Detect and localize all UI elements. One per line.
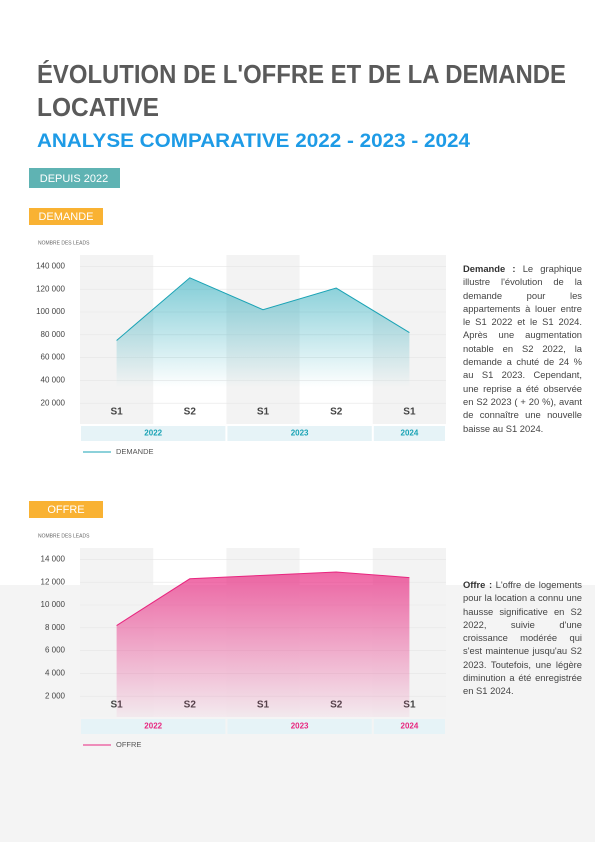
area-fill <box>116 571 410 717</box>
y-tick-label: 14 000 <box>41 555 66 564</box>
year-band <box>81 719 226 734</box>
series-line <box>116 277 410 341</box>
description-text: L'offre de logements pour la location a … <box>463 579 582 697</box>
description-text: Le graphique illustre l'évolution de la … <box>463 263 582 434</box>
y-tick-label: 140 000 <box>36 262 65 271</box>
description: Demande : Le graphique illustre l'évolut… <box>463 262 582 435</box>
area-fill <box>116 277 410 424</box>
section-badge-bg <box>29 501 103 518</box>
section-badge: DEMANDE <box>38 211 93 223</box>
y-tick-label: 40 000 <box>41 376 66 385</box>
legend-label: DEMANDE <box>116 447 154 456</box>
description-lead: Offre : <box>463 579 493 590</box>
year-label: 2024 <box>401 429 419 438</box>
year-label: 2024 <box>401 722 419 731</box>
year-label: 2022 <box>144 429 162 438</box>
title-line: ÉVOLUTION DE L'OFFRE ET DE LA DEMANDE <box>37 59 566 89</box>
year-band <box>227 426 372 441</box>
year-label: 2022 <box>144 722 162 731</box>
description-lead: Demande : <box>463 263 516 274</box>
year-label: 2023 <box>291 429 309 438</box>
y-axis-label: NOMBRE DES LEADS <box>38 533 90 539</box>
year-band <box>81 426 226 441</box>
y-tick-label: 100 000 <box>36 307 65 316</box>
y-tick-label: 6 000 <box>45 646 66 655</box>
subtitle: ANALYSE COMPARATIVE 2022 - 2023 - 2024 <box>37 131 470 152</box>
y-tick-label: 10 000 <box>41 600 66 609</box>
y-tick-label: 60 000 <box>41 353 66 362</box>
series-line <box>116 571 410 626</box>
y-tick-label: 80 000 <box>41 330 66 339</box>
title-line: LOCATIVE <box>37 92 159 122</box>
y-tick-label: 12 000 <box>41 577 66 586</box>
y-tick-label: 120 000 <box>36 284 65 293</box>
description: Offre : L'offre de logements pour la loc… <box>463 578 582 698</box>
period-badge-bg <box>29 168 120 188</box>
legend-label: OFFRE <box>116 740 141 749</box>
y-tick-label: 20 000 <box>41 398 66 407</box>
y-tick-label: 8 000 <box>45 623 66 632</box>
y-axis-label: NOMBRE DES LEADS <box>38 240 90 246</box>
y-tick-label: 4 000 <box>45 669 66 678</box>
year-band <box>373 426 445 441</box>
x-tick-label: S1 <box>403 407 416 418</box>
y-tick-label: 2 000 <box>45 691 66 700</box>
x-tick-label: S1 <box>403 700 416 711</box>
year-band <box>227 719 372 734</box>
section-badge-bg <box>29 208 103 225</box>
year-label: 2023 <box>291 722 309 731</box>
section-badge: OFFRE <box>47 504 84 516</box>
period-badge: DEPUIS 2022 <box>40 173 108 185</box>
year-band <box>373 719 445 734</box>
